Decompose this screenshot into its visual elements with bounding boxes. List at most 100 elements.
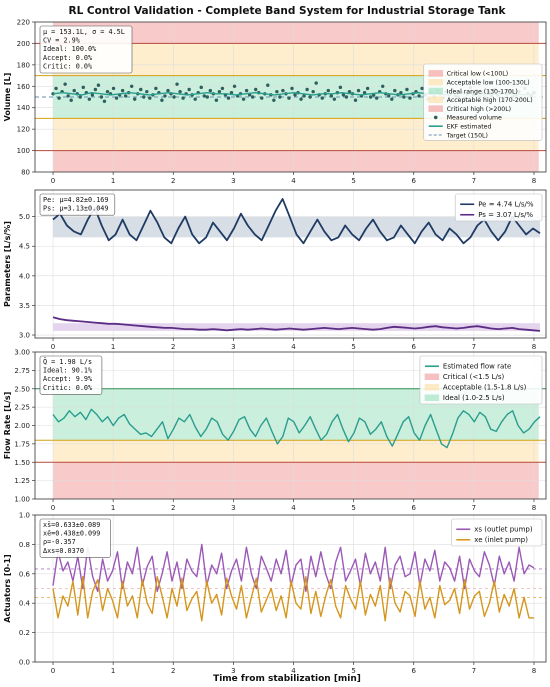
x-tick-label: 3 [231,667,235,675]
data-point [72,88,76,93]
x-tick-label: 7 [472,177,476,185]
y-tick-label: 0.6 [19,570,31,578]
panel-3: 0 1 2 3 4 5 6 7 8 1.00 1.25 1.50 1.75 2.00 2.25 2.50 2.7… [3,349,547,512]
y-tick-label: 0.0 [19,659,30,667]
data-point [232,84,237,88]
legend: xs (outlet pump) xe (inlet pump) [450,518,543,547]
y-tick-label: 220 [17,19,30,27]
data-point [175,82,179,86]
band-2 [53,440,539,463]
legend-label: Critical low (<100L) [447,71,508,78]
data-point [178,89,182,94]
data-point [362,91,367,95]
y-tick-label: 3.5 [19,302,30,310]
stats-text-line: Ps: μ=3.13±0.049 [43,205,108,213]
data-point [166,88,170,93]
legend-frame [423,63,543,141]
data-point [368,95,373,99]
stats-text-line: Ideal: 100.0% [43,45,96,53]
data-point [66,94,70,98]
data-point [417,94,421,98]
data-point [393,88,397,93]
legend-label: Estimated flow rate [443,363,511,371]
stats-text-line: Ideal: 90.1% [43,367,92,375]
legend-label: Target (150L) [446,132,488,139]
data-point [344,95,349,99]
x-tick-label: 6 [412,504,417,512]
data-point [272,98,276,102]
stats-text-line: xē=0.438±0.099 [43,530,100,538]
data-point [353,98,358,102]
data-point [93,87,98,92]
legend-swatch [428,105,443,112]
legend-label: Acceptable (1.5-1.8 L/s) [443,384,527,392]
plot-area [35,190,546,338]
stats-text-line: Accept: 9.9% [43,375,92,383]
x-tick-label: 1 [111,667,115,675]
legend-swatch [433,115,438,120]
data-point [332,97,337,101]
stats-box-frame [39,355,103,395]
data-point [142,95,146,99]
data-point [229,91,234,95]
data-point [365,86,370,91]
x-tick-label: 2 [171,343,175,351]
axes-frame [34,514,547,663]
data-point [133,97,137,101]
y-tick-label: 160 [17,83,30,91]
data-point [111,86,116,91]
x-tick-label: 2 [171,667,175,675]
band-5 [53,22,539,44]
stats-text-line: Critic: 0.0% [43,384,92,392]
data-point [275,89,279,94]
x-tick-label: 3 [231,177,235,185]
plot-area [35,515,546,662]
series-line-1 [52,198,541,245]
x-tick-label: 7 [472,343,476,351]
data-point [241,97,246,101]
series-line-2 [52,576,534,622]
data-point [90,93,95,97]
x-tick-label: 0 [51,343,55,351]
y-tick-label: 3.0 [19,332,30,340]
band-1 [53,150,539,172]
y-tick-label: 2.25 [14,404,30,412]
data-point [63,82,67,86]
data-point [172,95,176,99]
x-tick-label: 5 [351,343,355,351]
data-point [114,96,119,100]
y-tick-label: 4.5 [19,243,30,251]
y-tick-label: 0.8 [19,541,30,549]
axes-frame [34,189,547,339]
data-point [290,86,294,91]
x-tick-label: 0 [51,667,55,675]
x-tick-label: 5 [351,177,355,185]
data-point [244,88,249,93]
x-tick-label: 3 [231,504,235,512]
data-point [102,99,107,103]
plot-area [35,352,546,499]
y-tick-label: 4.0 [19,272,30,280]
legend-label: Ps = 3.07 L/s/% [478,211,533,219]
data-point [81,85,85,90]
y-tick-label: 120 [17,126,30,134]
data-point [96,83,101,87]
data-point [217,89,222,94]
data-point [329,94,334,98]
x-tick-label: 7 [472,667,476,675]
data-point [287,96,291,100]
data-point [281,88,285,93]
x-tick-label: 8 [532,177,536,185]
y-tick-label: 2.00 [14,422,30,430]
data-point [199,85,203,90]
data-point [311,89,315,94]
data-point [341,93,346,97]
y-axis-label: Actuators [0-1] [3,554,12,622]
y-tick-label: 2.75 [14,367,30,375]
data-point [260,96,264,100]
data-point [326,88,330,93]
legend-label: Pe = 4.74 L/s/% [478,201,534,209]
band-2 [53,323,540,331]
data-point [374,96,379,100]
